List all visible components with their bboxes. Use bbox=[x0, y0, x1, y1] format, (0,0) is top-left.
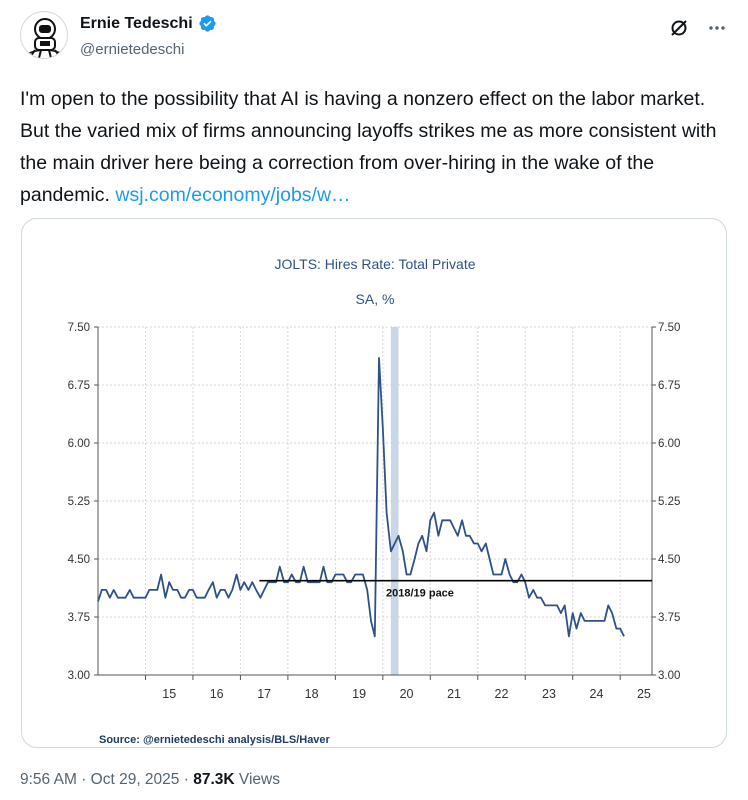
author-name[interactable]: Ernie Tedeschi bbox=[80, 14, 193, 32]
views-label: Views bbox=[238, 771, 280, 788]
chart-title: JOLTS: Hires Rate: Total Private bbox=[275, 256, 476, 272]
y-tick-label-right: 6.00 bbox=[658, 438, 680, 450]
x-tick-label: 24 bbox=[590, 687, 604, 701]
x-tick-label: 21 bbox=[447, 687, 461, 701]
more-options-icon[interactable] bbox=[706, 17, 728, 39]
x-tick-label: 25 bbox=[637, 687, 651, 701]
grok-icon[interactable] bbox=[668, 17, 690, 39]
y-tick-label-left: 4.50 bbox=[68, 554, 90, 566]
x-tick-label: 23 bbox=[542, 687, 556, 701]
tweet-body: I'm open to the possibility that AI is h… bbox=[20, 88, 717, 206]
y-tick-label-right: 4.50 bbox=[658, 554, 680, 566]
tweet-date[interactable]: Oct 29, 2025 bbox=[90, 771, 180, 788]
y-tick-label-left: 7.50 bbox=[68, 322, 90, 334]
y-tick-label-left: 3.75 bbox=[68, 612, 90, 624]
y-tick-label-left: 6.00 bbox=[68, 438, 90, 450]
x-tick-label: 19 bbox=[352, 687, 366, 701]
y-tick-label-left: 3.00 bbox=[68, 670, 90, 682]
y-tick-label-right: 3.00 bbox=[658, 670, 680, 682]
x-tick-label: 17 bbox=[257, 687, 271, 701]
chart-source: Source: @ernietedeschi analysis/BLS/Have… bbox=[99, 734, 331, 746]
views-count: 87.3K bbox=[193, 771, 235, 788]
avatar[interactable] bbox=[20, 11, 68, 59]
y-tick-label-right: 6.75 bbox=[658, 380, 680, 392]
verified-badge-icon[interactable] bbox=[198, 14, 217, 33]
tweet-text: I'm open to the possibility that AI is h… bbox=[20, 83, 725, 211]
chart-subtitle: SA, % bbox=[356, 291, 395, 307]
series-line-hires-rate bbox=[97, 356, 625, 638]
reference-line-label: 2018/19 pace bbox=[386, 588, 454, 600]
author-handle[interactable]: @ernietedeschi bbox=[80, 41, 185, 58]
y-tick-label-right: 7.50 bbox=[658, 322, 680, 334]
y-tick-label-left: 6.75 bbox=[68, 380, 90, 392]
y-tick-label-left: 5.25 bbox=[68, 496, 90, 508]
tweet-meta: 9:56 AM · Oct 29, 2025 · 87.3K Views bbox=[20, 771, 280, 788]
tweet-link[interactable]: wsj.com/economy/jobs/w… bbox=[115, 184, 351, 206]
x-tick-label: 16 bbox=[210, 687, 224, 701]
x-tick-label: 15 bbox=[162, 687, 176, 701]
y-tick-label-right: 3.75 bbox=[658, 612, 680, 624]
x-tick-label: 22 bbox=[495, 687, 509, 701]
x-tick-label: 18 bbox=[305, 687, 319, 701]
x-tick-label: 20 bbox=[400, 687, 414, 701]
hires-rate-chart: JOLTS: Hires Rate: Total Private SA, % 7… bbox=[68, 256, 681, 746]
chart-image-card[interactable]: JOLTS: Hires Rate: Total Private SA, % 7… bbox=[21, 218, 727, 748]
y-tick-label-right: 5.25 bbox=[658, 496, 680, 508]
recession-band bbox=[390, 327, 399, 675]
astronaut-cartoon-icon bbox=[26, 18, 64, 58]
tweet-time[interactable]: 9:56 AM bbox=[20, 771, 77, 788]
